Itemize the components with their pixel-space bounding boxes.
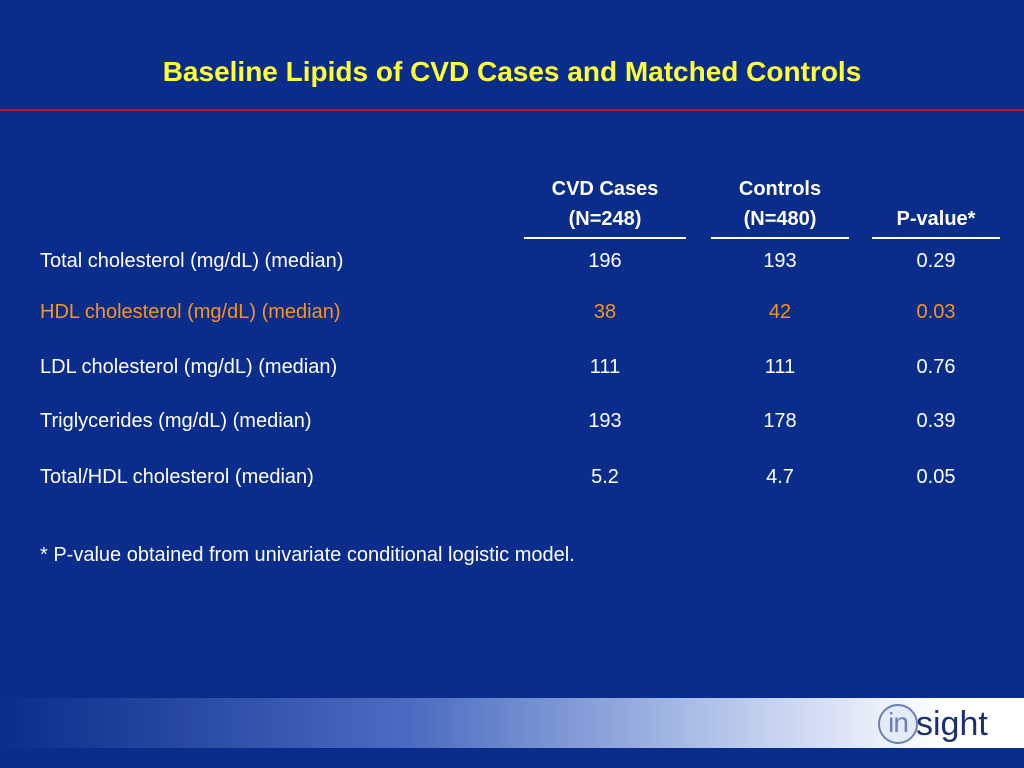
- cell-cvd-cases: 193: [588, 410, 622, 432]
- table-row-ldl-cholesterol: LDL cholesterol (mg/dL) (median) 111 111…: [0, 352, 1024, 382]
- slide-title: Baseline Lipids of CVD Cases and Matched…: [162, 56, 862, 87]
- table-row-total-cholesterol: Total cholesterol (mg/dL) (median) 196 1…: [0, 246, 1024, 276]
- cell-cvd-cases: 111: [589, 356, 621, 378]
- cell-controls: 178: [763, 410, 797, 432]
- logo-wordmark: sight: [916, 705, 988, 743]
- cell-controls: 42: [768, 301, 792, 323]
- table-row-hdl-cholesterol: HDL cholesterol (mg/dL) (median) 38 42 0…: [0, 297, 1024, 327]
- column-underline-p-value: [872, 237, 1000, 239]
- column-header-line1: Controls: [738, 178, 822, 200]
- cell-p-value: 0.03: [916, 301, 956, 323]
- row-label: Triglycerides (mg/dL) (median): [40, 410, 312, 432]
- cell-cvd-cases: 5.2: [591, 466, 619, 488]
- cell-cvd-cases: 196: [588, 250, 622, 272]
- row-label: Total cholesterol (mg/dL) (median): [40, 250, 344, 272]
- column-header-line2: (N=248): [568, 208, 642, 230]
- column-header-line1: CVD Cases: [551, 178, 659, 200]
- column-underline-cvd-cases: [524, 237, 686, 239]
- table-row-total-hdl-ratio: Total/HDL cholesterol (median) 5.2 4.7 0…: [0, 462, 1024, 492]
- row-label: HDL cholesterol (mg/dL) (median): [40, 301, 341, 323]
- column-header-line2: (N=480): [743, 208, 817, 230]
- logo-ring-mark: in: [878, 704, 918, 744]
- column-underline-controls: [711, 237, 849, 239]
- insight-logo: in sight: [878, 704, 988, 744]
- cell-controls: 193: [763, 250, 797, 272]
- row-label: Total/HDL cholesterol (median): [40, 466, 314, 488]
- cell-controls: 111: [764, 356, 796, 378]
- cell-p-value: 0.29: [916, 250, 956, 272]
- footnote: * P-value obtained from univariate condi…: [40, 544, 575, 566]
- cell-cvd-cases: 38: [593, 301, 617, 323]
- row-label: LDL cholesterol (mg/dL) (median): [40, 356, 338, 378]
- column-header-line2: P-value*: [896, 208, 976, 230]
- title-divider: [0, 109, 1024, 111]
- table-row-triglycerides: Triglycerides (mg/dL) (median) 193 178 0…: [0, 406, 1024, 436]
- cell-p-value: 0.39: [916, 410, 956, 432]
- column-header-controls: Controls (N=480): [711, 174, 849, 234]
- cell-p-value: 0.76: [916, 356, 956, 378]
- cell-p-value: 0.05: [916, 466, 956, 488]
- footer-gradient-band: [0, 698, 1024, 748]
- column-header-cvd-cases: CVD Cases (N=248): [524, 174, 686, 234]
- column-header-line1: [872, 174, 1000, 204]
- cell-controls: 4.7: [766, 466, 794, 488]
- column-header-p-value: P-value*: [872, 174, 1000, 234]
